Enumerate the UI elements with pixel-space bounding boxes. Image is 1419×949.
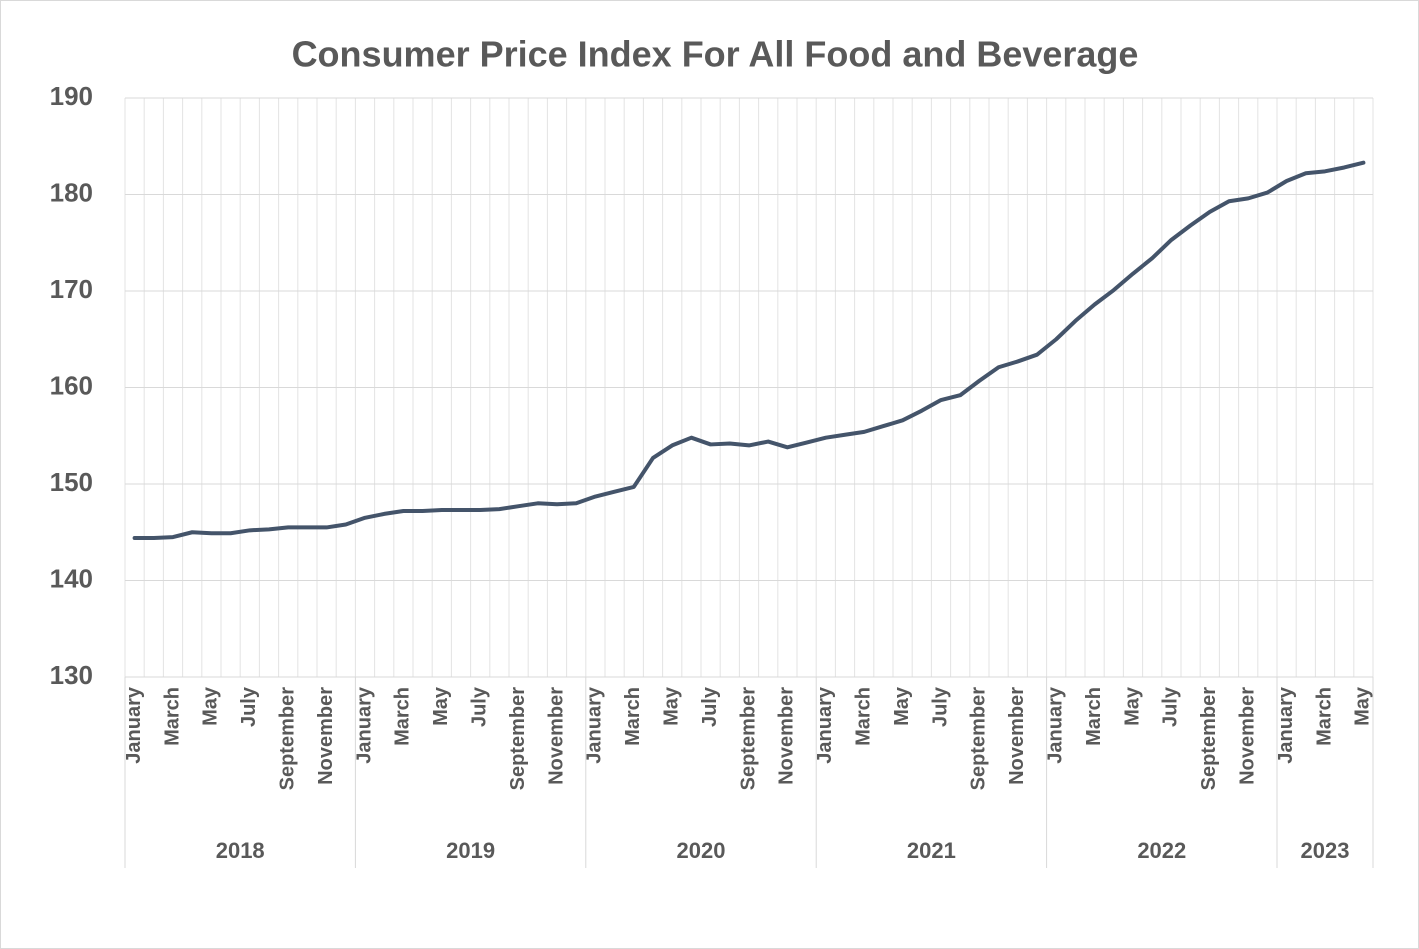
x-tick-label: March (1083, 687, 1105, 746)
x-tick-label: May (660, 686, 682, 726)
x-tick-label: January (584, 686, 606, 764)
y-tick-label: 170 (50, 274, 93, 304)
y-tick-label: 140 (50, 563, 93, 593)
x-tick-label: January (814, 686, 836, 764)
x-tick-label: January (353, 686, 375, 764)
y-tick-label: 180 (50, 177, 93, 207)
y-tick-label: 160 (50, 370, 93, 400)
x-tick-label: May (1352, 686, 1374, 726)
x-tick-label: May (1121, 686, 1143, 726)
x-tick-label: September (276, 687, 298, 791)
y-tick-label: 150 (50, 467, 93, 497)
x-tick-label: July (929, 686, 951, 727)
x-tick-label: July (468, 686, 490, 727)
x-tick-label: September (1198, 687, 1220, 791)
x-tick-label: July (238, 686, 260, 727)
x-tick-label: January (123, 686, 145, 764)
x-tick-label: September (968, 687, 990, 791)
line (132, 160, 1366, 541)
y-tick-label: 130 (50, 660, 93, 690)
x-tick-label: March (852, 687, 874, 746)
x-tick-label: July (699, 686, 721, 727)
x-tick-label: May (430, 686, 452, 726)
x-tick-label: March (161, 687, 183, 746)
x-tick-label: July (1160, 686, 1182, 727)
x-tick-label: March (622, 687, 644, 746)
x-tick-label: November (315, 687, 337, 785)
group-label: 2023 (1301, 838, 1350, 863)
y-tick-label: 190 (50, 81, 93, 111)
x-tick-label: November (545, 687, 567, 785)
group-label: 2020 (677, 838, 726, 863)
group-label: 2018 (216, 838, 265, 863)
x-tick-label: January (1044, 686, 1066, 764)
x-tick-label: March (1313, 687, 1335, 746)
x-tick-label: November (1236, 687, 1258, 785)
group-label: 2019 (446, 838, 495, 863)
x-tick-label: November (776, 687, 798, 785)
x-tick-label: September (737, 687, 759, 791)
x-tick-label: November (1006, 687, 1028, 785)
x-tick-label: May (200, 686, 222, 726)
group-label: 2022 (1137, 838, 1186, 863)
x-tick-label: May (891, 686, 913, 726)
group-label: 2021 (907, 838, 956, 863)
x-tick-label: March (392, 687, 414, 746)
x-tick-label: January (1275, 686, 1297, 764)
x-tick-label: September (507, 687, 529, 791)
chart-title: Consumer Price Index For All Food and Be… (292, 34, 1139, 75)
